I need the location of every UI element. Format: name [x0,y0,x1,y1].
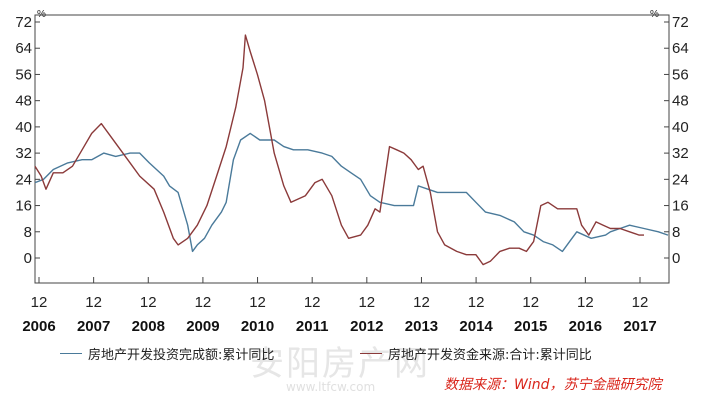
legend-swatch-investment [60,353,82,354]
x-tick-month-label: 12 [140,294,157,311]
right-y-tick-label: 24 [672,171,689,188]
left-y-tick-label: 64 [15,40,32,57]
x-tick-month-label: 12 [195,294,212,311]
x-axis: 12 2006 12 2007 12 2008 12 2009 12 2010 12 2011 12 20… [22,277,656,335]
right-y-tick-label: 0 [672,250,680,267]
legend-label-funding: 房地产开发资金来源:合计:累计同比 [388,344,592,363]
x-tick-month-label: 12 [85,294,102,311]
x-tick-year-label: 2012 [350,318,383,335]
right-y-tick-label: 32 [672,145,689,162]
right-y-tick-label: 8 [672,224,680,241]
left-y-tick-label: 48 [15,93,32,110]
left-y-tick-label: 72 [15,14,32,31]
right-y-tick-label: 64 [672,40,689,57]
x-tick-month-label: 12 [304,294,321,311]
legend-item-investment: 房地产开发投资完成额:累计同比 [60,344,274,363]
legend-swatch-funding [360,353,382,354]
x-tick-month-label: 12 [249,294,266,311]
series-layer [35,35,668,265]
x-tick-year-label: 2008 [132,318,165,335]
x-tick-year-label: 2007 [77,318,110,335]
x-tick-year-label: 2015 [514,318,547,335]
left-y-tick-label: 40 [15,119,32,136]
right-y-tick-label: 16 [672,198,689,215]
right-unit-label: % [650,9,659,20]
x-tick-year-label: 2013 [405,318,438,335]
source-note: 数据来源：Wind，苏宁金融研究院 [444,374,662,394]
x-tick-month-label: 12 [468,294,485,311]
x-tick-year-label: 2014 [459,318,493,335]
right-y-tick-label: 72 [672,14,689,31]
x-tick-year-label: 2011 [296,318,329,335]
left-y-tick-label: 0 [24,250,32,267]
right-y-tick-label: 40 [672,119,689,136]
x-tick-year-label: 2009 [186,318,219,335]
x-tick-month-label: 12 [632,294,649,311]
series-line-investment [35,133,668,251]
left-y-tick-label: 24 [15,171,32,188]
left-y-tick-label: 32 [15,145,32,162]
x-tick-year-label: 2016 [569,318,602,335]
x-tick-month-label: 12 [358,294,375,311]
right-y-tick-label: 56 [672,66,689,83]
left-y-tick-label: 56 [15,66,32,83]
legend-label-investment: 房地产开发投资完成额:累计同比 [88,344,274,363]
x-tick-year-label: 2017 [623,318,656,335]
series-line-funding [35,35,644,265]
x-tick-month-label: 12 [31,294,48,311]
left-y-tick-label: 16 [15,198,32,215]
x-tick-year-label: 2010 [241,318,274,335]
x-tick-month-label: 12 [413,294,430,311]
left-y-axis: 0 8 16 24 32 40 48 56 64 72 [15,14,40,267]
x-tick-month-label: 12 [522,294,539,311]
plot-frame [35,15,669,283]
left-y-tick-label: 8 [24,224,32,241]
right-y-axis: 0 8 16 24 32 40 48 56 64 72 [664,14,689,267]
x-tick-month-label: 12 [577,294,594,311]
right-y-tick-label: 48 [672,93,689,110]
legend-item-funding: 房地产开发资金来源:合计:累计同比 [360,344,592,363]
x-tick-year-label: 2006 [22,318,55,335]
left-unit-label: % [37,9,46,20]
watermark-url: www.ltfcw.com [286,380,375,394]
